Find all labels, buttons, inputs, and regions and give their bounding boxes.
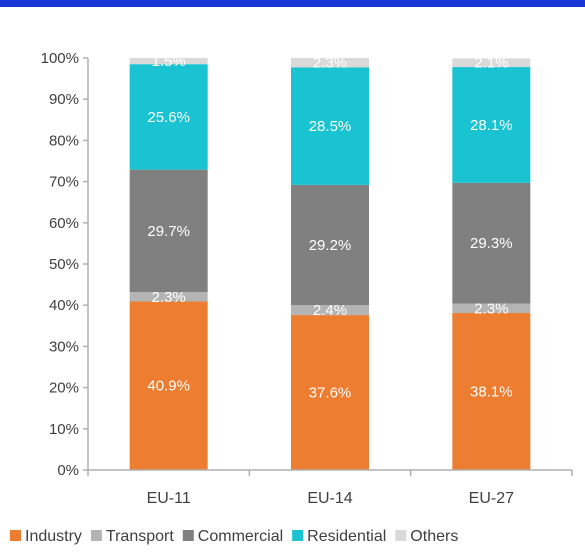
bar-segment-commercial-eu-27 bbox=[452, 182, 531, 304]
data-label: 2.1% bbox=[474, 55, 508, 72]
bar-segment-commercial-eu-11 bbox=[129, 169, 208, 293]
y-tick-label: 70% bbox=[49, 174, 79, 191]
bar-segment-others-eu-11 bbox=[129, 58, 208, 65]
y-tick-label: 50% bbox=[49, 256, 79, 273]
data-labels: 40.9% 2.3% 29.7% 25.6% 1.5% 37.6% 2.4% 29.2% 28.… bbox=[147, 53, 512, 401]
data-label: 29.7% bbox=[147, 223, 190, 240]
top-accent-bar bbox=[0, 0, 585, 7]
legend-label-transport: Transport bbox=[106, 528, 174, 545]
data-label: 2.3% bbox=[313, 55, 347, 72]
bar-segment-residential-eu-14 bbox=[291, 67, 369, 185]
y-tick-label: 60% bbox=[49, 215, 79, 232]
bar-segment-transport-eu-27 bbox=[452, 303, 531, 314]
x-category-label: EU-27 bbox=[469, 490, 514, 507]
data-label: 40.9% bbox=[147, 378, 190, 395]
bar-segment-industry-eu-11 bbox=[129, 301, 208, 470]
legend-swatch-transport bbox=[90, 530, 102, 541]
y-tick-label: 40% bbox=[49, 297, 79, 314]
y-axis: 0% 10% 20% 30% 40% 50% 60% 70% 80% 90% 100% bbox=[41, 50, 89, 479]
y-tick-label: 80% bbox=[49, 132, 79, 149]
data-label: 2.3% bbox=[474, 300, 508, 317]
bar-segment-industry-eu-14 bbox=[291, 315, 369, 470]
data-label: 28.5% bbox=[309, 118, 352, 135]
x-category-label: EU-14 bbox=[307, 490, 352, 507]
bar-segment-transport-eu-14 bbox=[291, 305, 369, 316]
y-tick-label: 30% bbox=[49, 338, 79, 355]
legend-label-commercial: Commercial bbox=[198, 528, 283, 545]
x-category-label: EU-11 bbox=[147, 490, 191, 507]
bar-segment-industry-eu-27 bbox=[452, 313, 531, 470]
bar-segment-residential-eu-27 bbox=[452, 67, 531, 183]
bars bbox=[129, 58, 531, 470]
data-label: 29.2% bbox=[309, 237, 352, 254]
legend-label-industry: Industry bbox=[25, 528, 82, 545]
bar-segment-transport-eu-11 bbox=[129, 292, 208, 302]
legend-label-residential: Residential bbox=[307, 528, 386, 545]
legend: Industry Transport Commercial Residential Ot… bbox=[10, 528, 458, 545]
x-axis: EU-11 EU-14 EU-27 bbox=[87, 469, 573, 507]
y-tick-label: 90% bbox=[49, 91, 79, 108]
y-tick-label: 0% bbox=[57, 462, 79, 479]
legend-swatch-commercial bbox=[182, 530, 194, 541]
y-tick-label: 100% bbox=[41, 50, 79, 67]
data-label: 2.3% bbox=[152, 289, 186, 306]
data-label: 29.3% bbox=[470, 235, 513, 252]
legend-swatch-industry bbox=[10, 530, 21, 541]
data-label: 2.4% bbox=[313, 302, 347, 319]
y-tick-label: 10% bbox=[49, 421, 79, 438]
data-label: 1.5% bbox=[152, 53, 186, 70]
data-label: 28.1% bbox=[470, 117, 513, 134]
data-label: 38.1% bbox=[470, 384, 513, 401]
bar-segment-commercial-eu-14 bbox=[291, 184, 369, 306]
bar-segment-others-eu-14 bbox=[291, 58, 369, 68]
legend-label-others: Others bbox=[410, 528, 458, 545]
data-label: 25.6% bbox=[147, 109, 190, 126]
bar-segment-others-eu-27 bbox=[452, 58, 531, 68]
legend-swatch-others bbox=[395, 530, 407, 541]
bar-segment-residential-eu-11 bbox=[129, 64, 208, 170]
y-tick-label: 20% bbox=[49, 380, 79, 397]
data-label: 37.6% bbox=[309, 385, 352, 402]
legend-swatch-residential bbox=[292, 530, 304, 541]
